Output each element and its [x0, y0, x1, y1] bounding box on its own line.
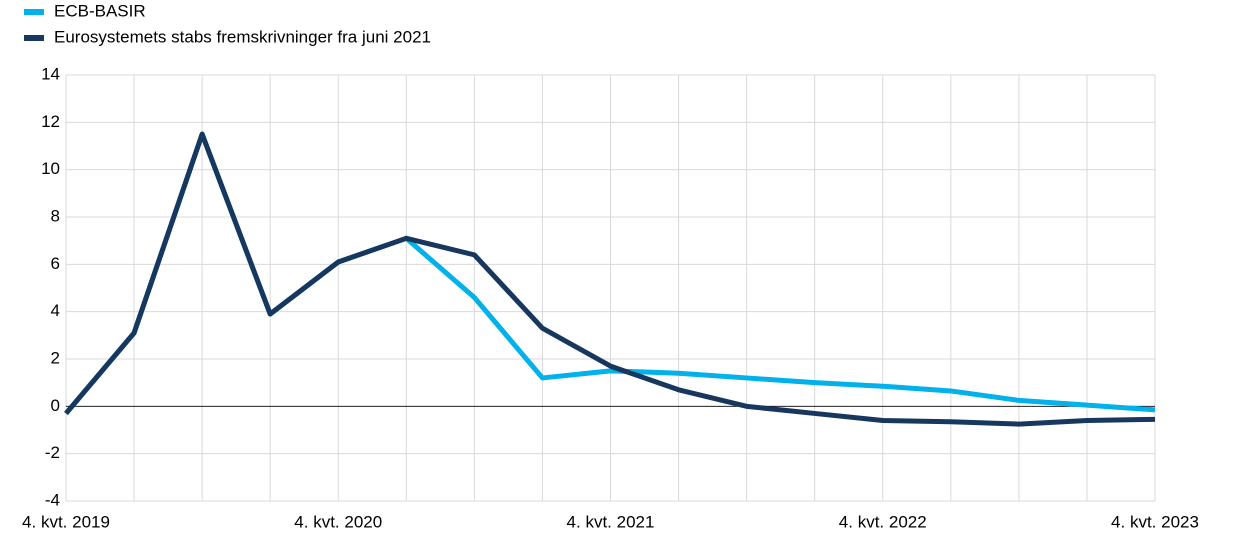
x-tick-label: 4. kvt. 2022: [839, 512, 927, 531]
y-tick-label: 12: [41, 112, 60, 131]
x-tick-label: 4. kvt. 2020: [294, 512, 382, 531]
y-tick-label: 6: [51, 254, 60, 273]
legend-label: Eurosystemets stabs fremskrivninger fra …: [54, 27, 431, 46]
x-tick-label: 4. kvt. 2019: [22, 512, 110, 531]
legend-label: ECB-BASIR: [54, 1, 146, 20]
y-tick-label: 8: [51, 206, 60, 225]
y-tick-label: 10: [41, 159, 60, 178]
y-tick-label: -4: [45, 490, 60, 509]
legend-swatch: [24, 9, 44, 15]
y-tick-label: 4: [51, 301, 60, 320]
line: [64, 131, 1156, 427]
x-tick-label: 4. kvt. 2023: [1111, 512, 1199, 531]
y-tick-label: 14: [41, 64, 60, 83]
y-tick-label: 2: [51, 348, 60, 367]
x-tick-label: 4. kvt. 2021: [567, 512, 655, 531]
y-tick-label: 0: [51, 396, 60, 415]
legend-swatch: [24, 35, 44, 41]
y-tick-label: -2: [45, 443, 60, 462]
